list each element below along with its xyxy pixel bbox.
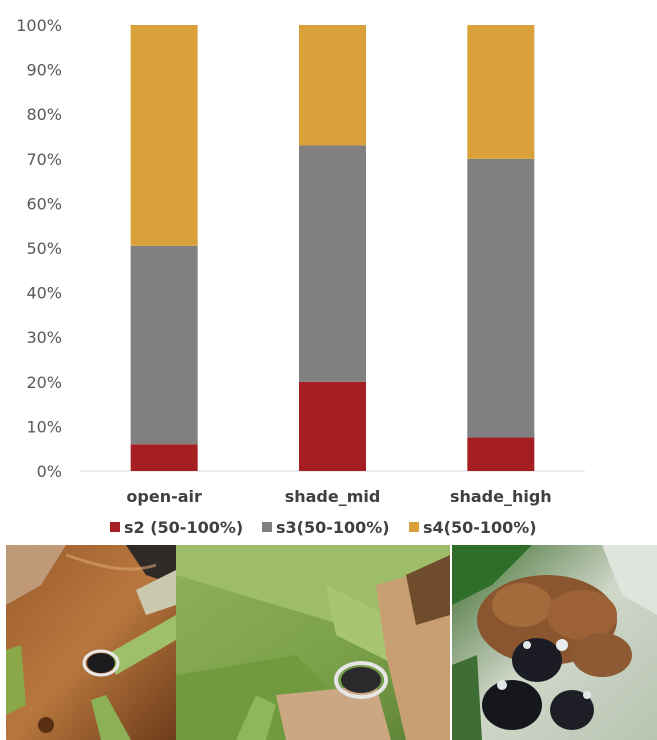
y-tick-label: 0% [37, 462, 62, 481]
legend-label: s4(50-100%) [423, 518, 537, 537]
plant-stem-photo-1 [6, 545, 176, 740]
photo-strip [0, 545, 657, 740]
bar-segment-shade_mid-3 [299, 25, 366, 146]
y-tick-label: 10% [26, 417, 62, 436]
y-tick-label: 20% [26, 373, 62, 392]
y-tick-label: 100% [16, 16, 62, 35]
stacked-bar-chart: 0% 10% 20% 30% 40% 50% 60% 70% 80% 90% 100% open-ai… [16, 16, 585, 537]
bar-segment-open-air-3 [130, 25, 198, 246]
y-tick-label: 80% [26, 105, 62, 124]
y-tick-label: 90% [26, 61, 62, 80]
x-category-label: shade_mid [285, 487, 381, 506]
scale-insect-cluster-photo [452, 545, 657, 740]
y-tick-label: 50% [26, 239, 62, 258]
bar-segment-shade_high-2 [467, 158, 535, 438]
x-category-label: shade_high [450, 487, 552, 506]
bar-segment-shade_mid-2 [299, 145, 366, 382]
scale-insect-photo-icon [176, 545, 450, 740]
y-tick-label: 40% [26, 284, 62, 303]
legend-swatch [262, 522, 272, 532]
chart-canvas: 0% 10% 20% 30% 40% 50% 60% 70% 80% 90% 100% open-ai… [16, 16, 585, 537]
plant-stem-photo-2 [176, 545, 450, 740]
bar-segment-shade_high-1 [467, 437, 535, 471]
scale-insect-photo-icon [6, 545, 176, 740]
legend-label: s3(50-100%) [276, 518, 390, 537]
scale-insect-photo-icon [452, 545, 657, 740]
x-category-label: open-air [126, 487, 202, 506]
legend-swatch [110, 522, 120, 532]
y-tick-label: 60% [26, 194, 62, 213]
bar-segment-open-air-2 [130, 245, 198, 445]
bar-segment-shade_high-3 [467, 25, 535, 159]
y-tick-label: 30% [26, 328, 62, 347]
y-tick-label: 70% [26, 150, 62, 169]
legend-swatch [409, 522, 419, 532]
bar-segment-shade_mid-1 [299, 381, 366, 471]
legend-label: s2 (50-100%) [124, 518, 243, 537]
bar-segment-open-air-1 [130, 444, 198, 471]
